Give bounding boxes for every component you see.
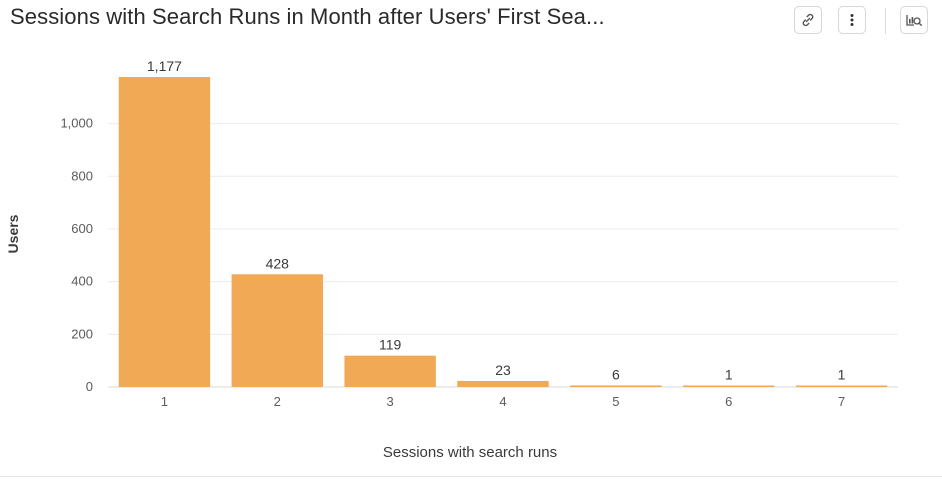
vertical-ellipsis-icon: [850, 14, 854, 26]
x-tick-label: 7: [838, 394, 845, 409]
bars: [118, 77, 888, 388]
explore-data-button[interactable]: [900, 6, 928, 34]
bar-5[interactable]: [570, 385, 662, 387]
data-label-6: 1: [725, 367, 733, 383]
x-axis-ticks: 1 2 3 4 5 6 7: [161, 394, 845, 409]
copy-link-button[interactable]: [794, 6, 822, 34]
more-options-button[interactable]: [838, 6, 866, 34]
x-tick-label: 5: [612, 394, 619, 409]
chart-search-icon: [906, 15, 922, 26]
bar-7[interactable]: [795, 385, 888, 388]
gridlines: [108, 123, 898, 388]
x-tick-label: 2: [274, 394, 281, 409]
bar-3[interactable]: [344, 355, 436, 387]
toolbar-divider: [885, 8, 886, 34]
y-tick-label: 1,000: [60, 116, 93, 131]
bottom-divider: [0, 476, 942, 477]
x-axis-label: Sessions with search runs: [383, 444, 557, 461]
chart-header: Sessions with Search Runs in Month after…: [0, 0, 942, 48]
x-tick-label: 4: [499, 394, 506, 409]
data-label-7: 1: [838, 367, 846, 383]
x-tick-label: 6: [725, 394, 732, 409]
y-axis-label: Users: [5, 214, 21, 253]
data-label-5: 6: [612, 366, 620, 382]
y-axis-ticks: 0 200 400 600 800 1,000: [60, 116, 93, 394]
chart-title: Sessions with Search Runs in Month after…: [10, 4, 605, 29]
data-labels: 1,177 428 119 23 6 1 1: [147, 58, 846, 383]
y-tick-label: 400: [71, 274, 93, 289]
x-tick-label: 1: [161, 394, 168, 409]
data-label-1: 1,177: [147, 58, 182, 74]
y-tick-label: 0: [86, 379, 93, 394]
y-tick-label: 600: [71, 221, 93, 236]
data-label-3: 119: [379, 337, 402, 353]
data-label-2: 428: [266, 255, 290, 271]
bar-1[interactable]: [118, 77, 211, 387]
bar-6[interactable]: [683, 385, 775, 388]
bar-4[interactable]: [457, 380, 549, 387]
data-label-4: 23: [495, 362, 511, 378]
bar-2[interactable]: [231, 274, 323, 387]
link-icon: [802, 13, 814, 27]
y-tick-label: 200: [71, 326, 93, 341]
x-tick-label: 3: [387, 394, 394, 409]
y-tick-label: 800: [71, 168, 93, 183]
